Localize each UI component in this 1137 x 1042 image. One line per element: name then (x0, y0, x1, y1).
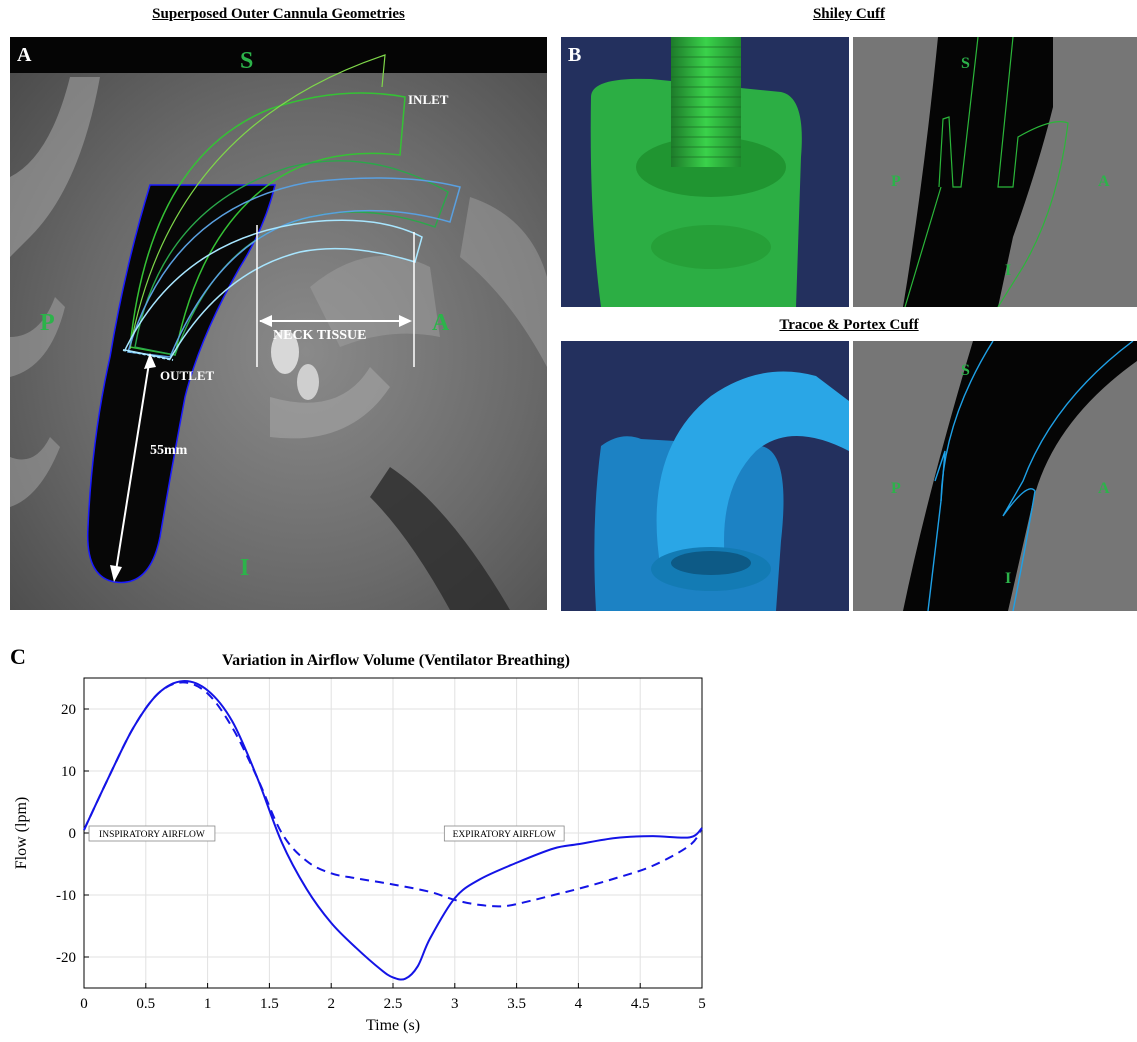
shiley-label-p: P (891, 173, 901, 190)
neck-tissue-label: NECK TISSUE (273, 328, 367, 343)
inlet-label: INLET (408, 92, 449, 107)
y-tick-label: 10 (61, 764, 76, 780)
chart-annotations: INSPIRATORY AIRFLOW EXPIRATORY AIRFLOW (88, 825, 565, 842)
outlet-label: OUTLET (160, 368, 215, 383)
y-axis-label: Flow (lpm) (13, 797, 30, 869)
x-tick-labels: 0 0.5 1 1.5 2 2.5 3 3.5 4 4.5 5 (80, 983, 706, 1012)
series-line-solid (83, 680, 703, 981)
x-tick-label: 1 (204, 996, 212, 1012)
tracoe-label-p: P (891, 480, 901, 497)
y-tick-label: -10 (56, 888, 76, 904)
panel-a-title: Superposed Outer Cannula Geometries (152, 6, 405, 22)
panel-a-label-s: S (240, 48, 254, 74)
airflow-chart: 0 0.5 1 1.5 2 2.5 3 3.5 4 4.5 5 -20 -10 0 10 20 INSPIR… (13, 677, 706, 1034)
annotation-label: EXPIRATORY AIRFLOW (453, 830, 556, 840)
panel-a-label-p: P (40, 310, 55, 336)
x-tick-label: 5 (698, 996, 706, 1012)
panel-b-letter: B (568, 44, 582, 66)
shiley-ct-slice (853, 37, 1137, 307)
tracoe-portex-cuff-title: Tracoe & Portex Cuff (779, 317, 919, 333)
x-tick-label: 3.5 (507, 996, 526, 1012)
annotation-box: INSPIRATORY AIRFLOW (88, 825, 216, 842)
tracoe-3d-render (561, 341, 849, 611)
annotation-box: EXPIRATORY AIRFLOW (443, 825, 565, 842)
chart-title: Variation in Airflow Volume (Ventilator … (221, 652, 571, 669)
x-tick-label: 0 (80, 996, 88, 1012)
annotation-label: INSPIRATORY AIRFLOW (99, 830, 205, 840)
tracoe-label-i: I (1005, 570, 1012, 587)
y-tick-label: 0 (69, 826, 77, 842)
x-axis-label: Time (s) (366, 1017, 420, 1034)
series-line-dashed (83, 681, 703, 908)
y-tick-label: -20 (56, 950, 76, 966)
y-tick-labels: -20 -10 0 10 20 (56, 702, 89, 966)
x-tick-label: 3 (451, 996, 459, 1012)
tracoe-label-s: S (961, 362, 970, 379)
x-tick-label: 2 (327, 996, 335, 1012)
y-tick-label: 20 (61, 702, 76, 718)
x-tick-label: 4 (575, 996, 583, 1012)
x-tick-label: 2.5 (384, 996, 403, 1012)
panel-c-letter: C (10, 644, 26, 669)
tracoe-ct-slice (853, 341, 1137, 611)
shiley-cuff-title: Shiley Cuff (812, 6, 886, 22)
shiley-label-i: I (1005, 262, 1012, 279)
panel-a-letter: A (17, 44, 32, 66)
shiley-label-a: A (1098, 173, 1110, 190)
shiley-3d-render (561, 37, 849, 307)
x-tick-label: 1.5 (260, 996, 279, 1012)
x-tick-label: 4.5 (631, 996, 650, 1012)
x-tick-label: 0.5 (136, 996, 155, 1012)
panel-a-label-a: A (432, 310, 450, 336)
tracoe-label-a: A (1098, 480, 1110, 497)
chart-series (83, 680, 703, 981)
shiley-label-s: S (961, 55, 970, 72)
panel-a-ct-image (10, 37, 547, 610)
panel-a-label-i: I (240, 555, 250, 581)
measurement-label: 55mm (150, 443, 188, 458)
